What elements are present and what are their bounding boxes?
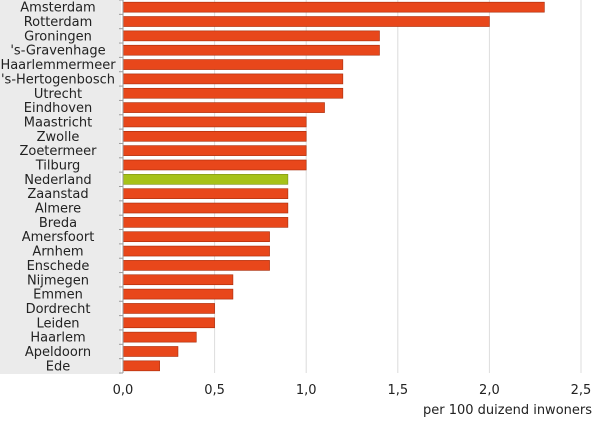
- bar: [122, 360, 160, 372]
- x-tick-label: 0,0: [113, 383, 134, 398]
- category-label: Emmen: [33, 288, 83, 303]
- category-label: Dordrecht: [26, 302, 91, 317]
- bar: [122, 59, 344, 70]
- bar: [122, 217, 289, 228]
- category-label: Tilburg: [35, 158, 81, 173]
- category-label: Ede: [46, 359, 70, 374]
- bar: [122, 30, 380, 42]
- bar: [122, 145, 307, 156]
- bar-highlight: [122, 174, 289, 185]
- bar: [122, 288, 234, 300]
- bar: [122, 102, 325, 113]
- category-label: Zaanstad: [27, 187, 88, 202]
- x-tick-label: 2,5: [571, 383, 592, 398]
- bar: [122, 303, 215, 314]
- bar: [122, 87, 344, 99]
- category-label-panel: [0, 0, 121, 374]
- category-label: Groningen: [24, 29, 92, 44]
- x-tick-label: 1,0: [296, 383, 317, 398]
- category-label: Nederland: [24, 173, 91, 188]
- bar: [122, 159, 307, 171]
- category-label: Zwolle: [37, 130, 80, 145]
- bar: [122, 245, 270, 257]
- bar: [122, 73, 344, 85]
- bar: [122, 346, 179, 357]
- category-label: Almere: [35, 202, 81, 217]
- category-label: Maastricht: [24, 115, 92, 130]
- x-tick-label: 1,5: [387, 383, 408, 398]
- bar: [122, 1, 545, 13]
- category-label: Haarlemmermeer: [0, 58, 116, 73]
- category-label: 's-Gravenhage: [10, 44, 105, 59]
- category-label: Arnhem: [32, 245, 83, 260]
- bar: [122, 331, 197, 343]
- bar: [122, 16, 490, 27]
- bar: [122, 116, 307, 128]
- category-label: Amersfoort: [22, 230, 95, 245]
- category-label: 's-Hertogenbosch: [1, 72, 115, 87]
- x-axis-title: per 100 duizend inwoners: [423, 403, 592, 418]
- category-label: Eindhoven: [24, 101, 92, 116]
- category-label: Nijmegen: [27, 273, 89, 288]
- bar: [122, 260, 270, 271]
- bar: [122, 274, 234, 286]
- category-label: Zoetermeer: [19, 144, 97, 159]
- category-label: Haarlem: [30, 331, 85, 346]
- bar: [122, 130, 307, 142]
- x-tick-label: 0,5: [204, 383, 225, 398]
- category-label: Rotterdam: [24, 15, 93, 30]
- bar: [122, 188, 289, 199]
- x-tick-label: 2,0: [479, 383, 500, 398]
- category-label: Apeldoorn: [25, 345, 91, 360]
- category-label: Enschede: [27, 259, 90, 274]
- category-label: Utrecht: [34, 87, 82, 102]
- bar: [122, 317, 215, 329]
- bar: [122, 44, 380, 56]
- bar: [122, 231, 270, 243]
- category-label: Amsterdam: [20, 1, 95, 16]
- category-label: Leiden: [36, 316, 79, 331]
- category-label: Breda: [39, 216, 77, 231]
- bar: [122, 202, 289, 214]
